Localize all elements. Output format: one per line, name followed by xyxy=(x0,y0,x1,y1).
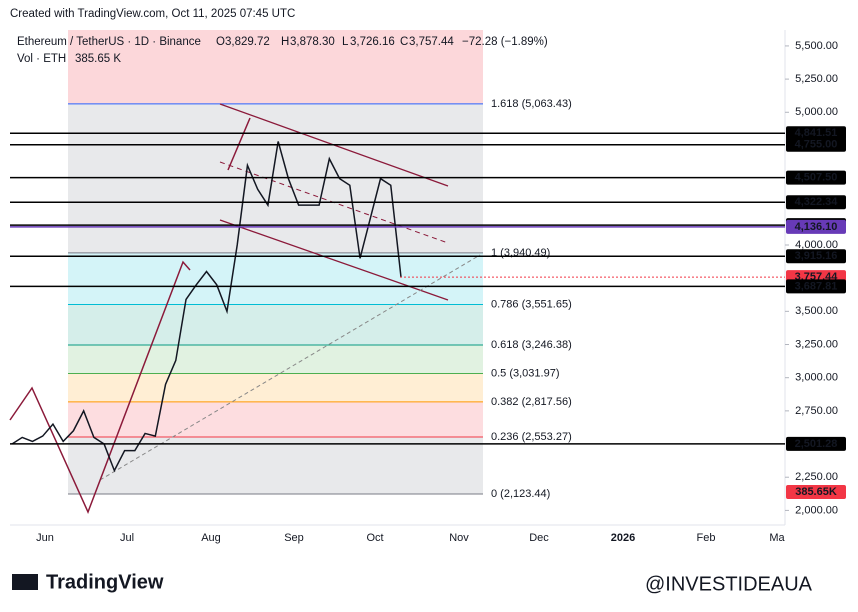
y-tick-label: 5,250.00 xyxy=(795,73,838,85)
fib-label: 0.236 (2,553.27) xyxy=(491,431,572,443)
logo-text: TradingView xyxy=(46,571,164,593)
legend-o: O xyxy=(216,36,225,48)
y-tick-label: 4,000.00 xyxy=(795,239,838,251)
x-tick-label: 2026 xyxy=(611,532,635,544)
level-label: 4,507.50 xyxy=(795,172,838,184)
legend-l: L xyxy=(342,36,349,48)
y-tick-label: 3,000.00 xyxy=(795,372,838,384)
y-tick-label: 2,750.00 xyxy=(795,405,838,417)
level-label: 3,687.81 xyxy=(795,280,838,292)
legend-high: 3,878.30 xyxy=(290,36,335,48)
watermark: @INVESTIDEAUA xyxy=(645,573,813,595)
legend-low: 3,726.16 xyxy=(350,36,395,48)
created-note: Created with TradingView.com, Oct 11, 20… xyxy=(10,8,295,20)
fib-label: 0.382 (2,817.56) xyxy=(491,396,572,408)
x-tick-label: Jul xyxy=(120,532,134,544)
logo-mark xyxy=(12,574,38,590)
legend-symbol: Ethereum / TetherUS · 1D · Binance xyxy=(17,36,201,48)
y-tick-label: 3,500.00 xyxy=(795,305,838,317)
y-tick-label: 2,000.00 xyxy=(795,504,838,516)
level-label: 2,501.28 xyxy=(795,438,838,450)
fib-label: 0.786 (3,551.65) xyxy=(491,298,572,310)
x-tick-label: Feb xyxy=(697,532,716,544)
fib-band xyxy=(68,252,483,305)
volume-label: 385.65K xyxy=(795,486,837,498)
volume-box xyxy=(786,485,846,499)
x-tick-label: Sep xyxy=(284,532,304,544)
level-box xyxy=(786,195,846,210)
plot xyxy=(9,103,481,514)
level-label: 4,755.00 xyxy=(795,139,838,151)
x-tick-label: Dec xyxy=(529,532,549,544)
fib-top-zone xyxy=(68,30,483,104)
fib-label: 0.618 (3,246.38) xyxy=(491,339,572,351)
level-box xyxy=(786,436,846,451)
fib-label: 1.618 (5,063.43) xyxy=(491,98,572,110)
level-label: 4,322.34 xyxy=(795,196,839,208)
legend-vol-value: 385.65 K xyxy=(75,53,121,65)
y-tick-label: 5,000.00 xyxy=(795,106,838,118)
legend-c: C xyxy=(400,36,408,48)
x-tick-label: Ma xyxy=(769,532,785,544)
fib-band xyxy=(68,344,483,374)
level-label: 4,841.51 xyxy=(795,127,838,139)
level-box xyxy=(786,219,846,234)
level-box xyxy=(786,170,846,185)
fib-band xyxy=(68,401,483,437)
level-label: 4,136.10 xyxy=(795,221,838,233)
level-label: 3,915.16 xyxy=(795,250,838,262)
fib-layer: 1.618 (5,063.43)1 (3,940.49)0.786 (3,551… xyxy=(68,30,572,500)
level-box xyxy=(786,137,846,152)
level-box xyxy=(786,249,846,264)
legend-close: 3,757.44 xyxy=(409,36,454,48)
wave-line xyxy=(227,117,251,171)
x-tick-label: Aug xyxy=(201,532,221,544)
fib-label: 0.5 (3,031.97) xyxy=(491,367,560,379)
legend-open: 3,829.72 xyxy=(225,36,270,48)
fib-band xyxy=(68,373,483,402)
fib-band xyxy=(68,304,483,345)
level-box xyxy=(786,126,846,141)
price-line xyxy=(11,141,402,473)
x-tick-label: Jun xyxy=(36,532,54,544)
legend-h: H xyxy=(281,36,289,48)
wave-line xyxy=(9,260,191,514)
trend-line xyxy=(99,254,481,481)
x-tick-label: Oct xyxy=(366,532,383,544)
x-tick-label: Nov xyxy=(449,532,469,544)
fib-label: 0 (2,123.44) xyxy=(491,488,550,500)
level-box xyxy=(786,279,846,294)
y-tick-label: 2,250.00 xyxy=(795,471,838,483)
legend-change: −72.28 (−1.89%) xyxy=(462,36,548,48)
legend-vol: Vol · ETH xyxy=(17,53,66,65)
fib-band xyxy=(68,436,483,495)
y-tick-label: 3,250.00 xyxy=(795,338,838,350)
y-tick-label: 5,500.00 xyxy=(795,40,838,52)
